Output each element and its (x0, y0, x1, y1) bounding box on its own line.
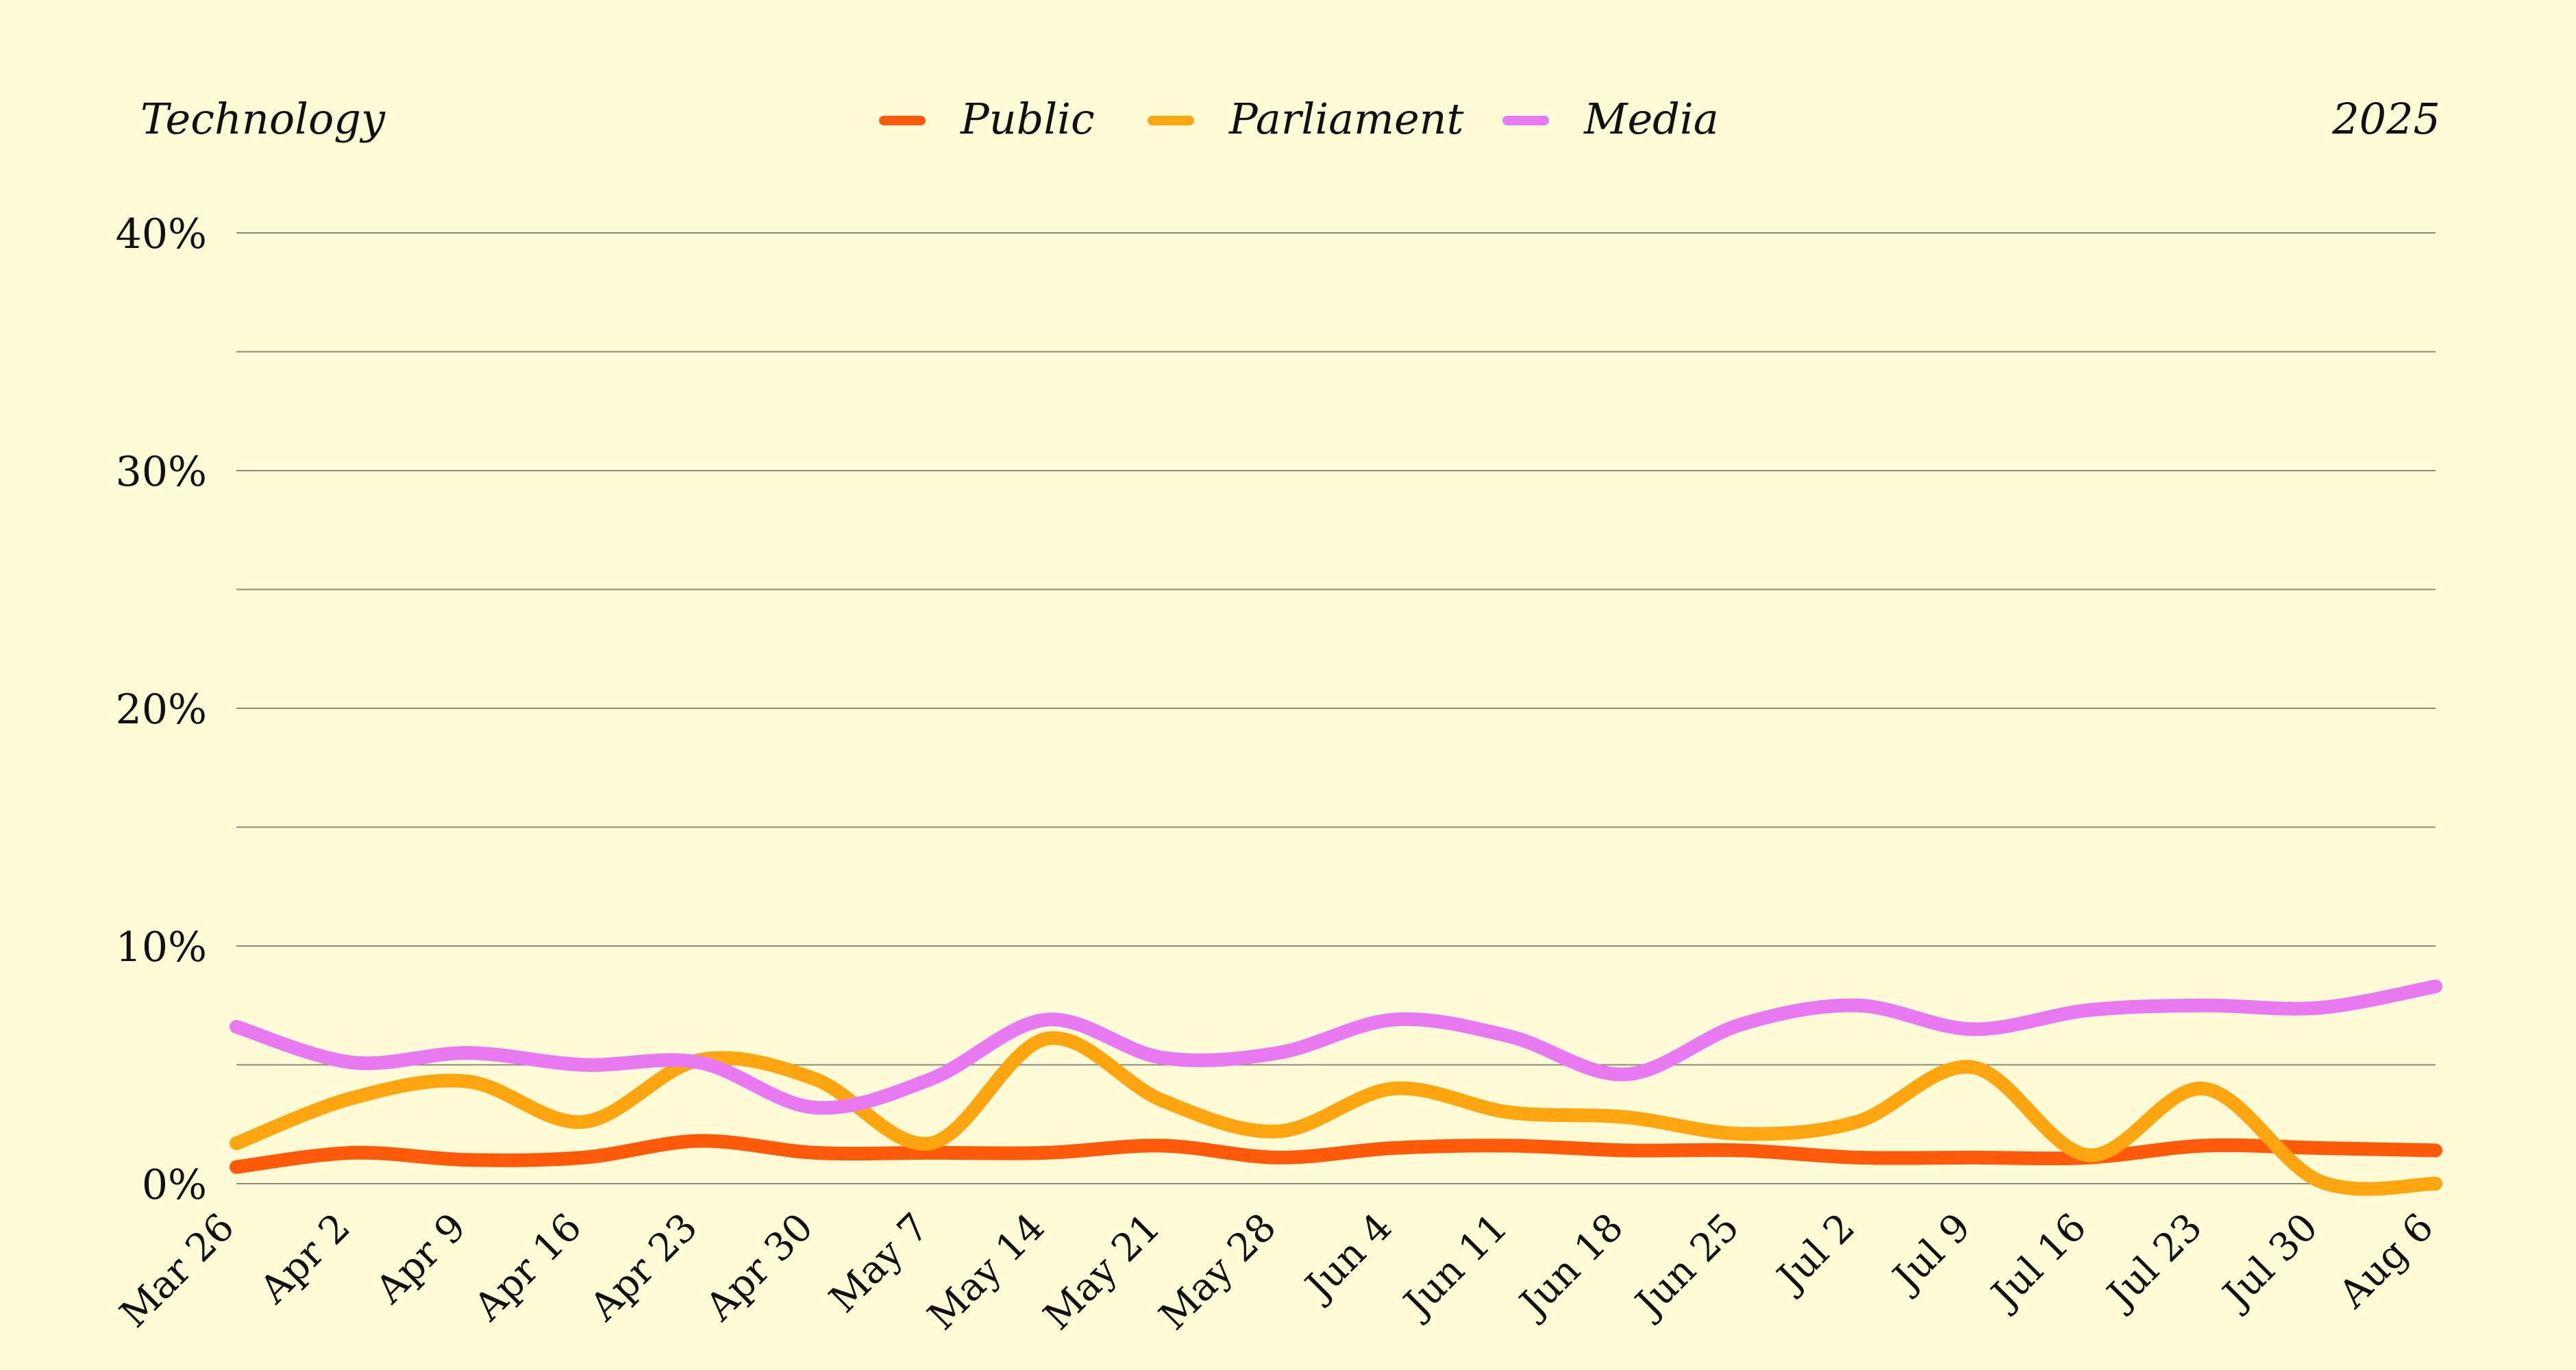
legend-label: Public (960, 94, 1095, 144)
legend-item-public: Public (879, 94, 1095, 144)
legend-label: Parliament (1228, 94, 1464, 144)
x-tick-label: Aug 6 (2330, 1205, 2442, 1317)
x-tick-label: Jun 11 (1394, 1205, 1516, 1328)
x-tick-label: Jun 4 (1295, 1205, 1400, 1310)
series-line-media (230, 979, 2442, 1115)
grid (236, 232, 2436, 1184)
series-lines (230, 979, 2442, 1196)
x-tick-label: Jul 16 (1981, 1205, 2096, 1319)
x-tick-label: Apr 23 (581, 1205, 706, 1330)
y-tick-label: 40% (116, 210, 207, 258)
x-tick-label: Jul 9 (1883, 1205, 1979, 1302)
x-tick-label: Jul 30 (2212, 1205, 2327, 1319)
x-tick-label: May 21 (1035, 1205, 1169, 1338)
y-tick-label: 30% (116, 448, 207, 496)
legend-item-media: Media (1502, 94, 1719, 144)
x-tick-label: Apr 9 (367, 1205, 474, 1312)
x-tick-label: Jun 18 (1509, 1205, 1632, 1328)
x-tick-label: Apr 30 (697, 1205, 822, 1330)
chart-year: 2025 (2331, 94, 2440, 144)
x-tick-label: May 28 (1151, 1205, 1285, 1338)
x-tick-label: Jun 25 (1625, 1205, 1748, 1328)
chart-title: Technology (140, 94, 386, 144)
legend-label: Media (1583, 94, 1719, 144)
y-tick-label: 20% (116, 686, 207, 734)
x-tick-label: Mar 26 (112, 1205, 243, 1336)
series-line-public (230, 1134, 2442, 1174)
x-tick-label: May 7 (821, 1205, 937, 1321)
x-tick-label: Jul 2 (1767, 1205, 1863, 1302)
x-tick-label: Apr 2 (251, 1205, 359, 1312)
y-tick-label: 10% (116, 923, 207, 971)
legend-item-parliament: Parliament (1148, 94, 1464, 144)
y-tick-label: 0% (142, 1161, 207, 1209)
legend: Public Parliament Media (879, 94, 1719, 144)
series-line-parliament (230, 1031, 2442, 1196)
x-tick-label: Jul 23 (2096, 1205, 2211, 1319)
x-tick-label: Apr 16 (465, 1205, 591, 1330)
x-tick-label: May 14 (919, 1205, 1053, 1338)
y-axis: 0% 10% 20% 30% 40% (116, 210, 207, 1209)
